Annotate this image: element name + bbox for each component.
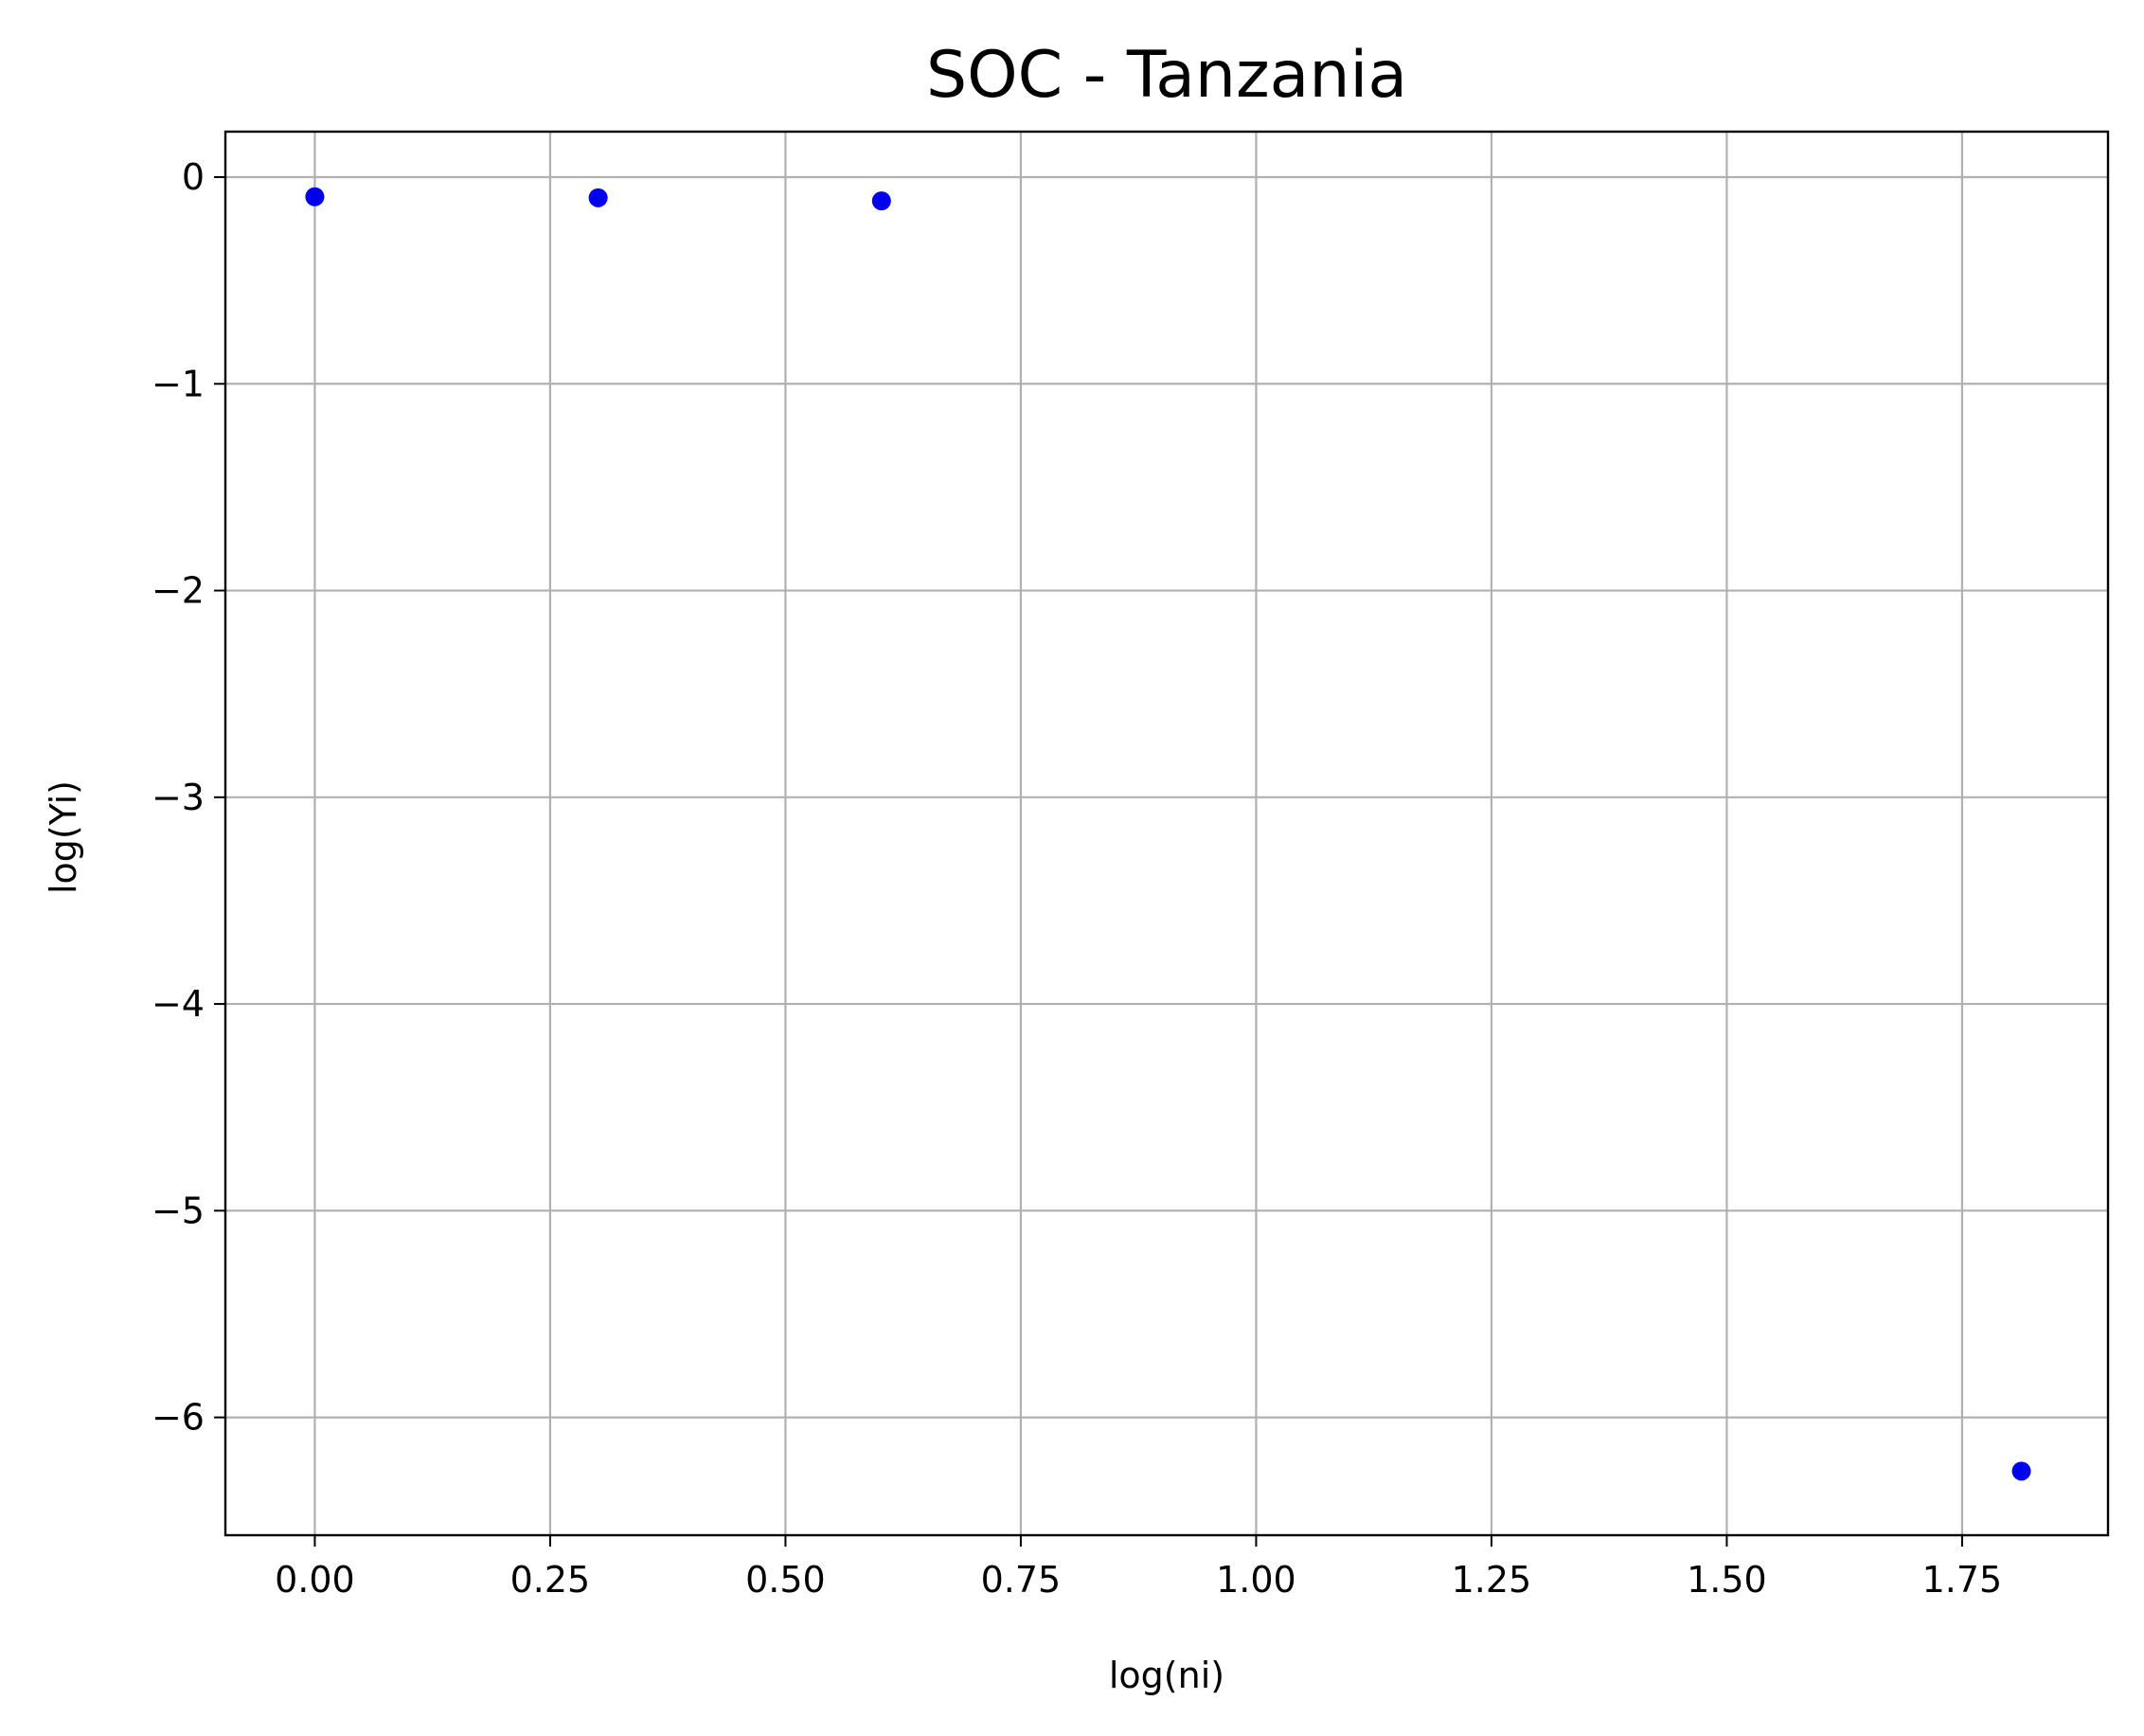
x-tick-label: 0.00 (275, 1559, 355, 1601)
grid (225, 132, 2108, 1535)
x-tick-label: 1.25 (1452, 1559, 1532, 1601)
x-tick-label: 0.75 (981, 1559, 1062, 1601)
y-tick-label: 0 (182, 156, 205, 198)
x-tick-label: 1.75 (1922, 1559, 2003, 1601)
data-point (588, 188, 608, 207)
x-tick-label: 0.25 (510, 1559, 591, 1601)
chart-title: SOC - Tanzania (926, 38, 1407, 113)
data-point (2011, 1461, 2031, 1481)
plot-frame (223, 130, 2110, 1537)
data-point (305, 187, 325, 206)
axis-ticks: 0.00 0.25 0.50 0.75 1.00 1.25 1.50 1.75 0 −1 −2 −3 −… (152, 156, 2002, 1601)
x-tick-label: 1.00 (1216, 1559, 1296, 1601)
data-point (871, 191, 891, 211)
y-tick-label: −6 (152, 1397, 205, 1439)
y-tick-label: −3 (152, 777, 205, 818)
x-axis-label: log(ni) (1109, 1655, 1224, 1696)
y-axis-label: log(Yi) (43, 780, 84, 894)
y-tick-label: −1 (152, 363, 205, 404)
x-tick-label: 1.50 (1687, 1559, 1767, 1601)
y-tick-label: −2 (152, 570, 205, 612)
x-tick-label: 0.50 (745, 1559, 826, 1601)
y-tick-label: −5 (152, 1190, 205, 1231)
data-points (305, 187, 2031, 1481)
y-tick-label: −4 (152, 983, 205, 1025)
